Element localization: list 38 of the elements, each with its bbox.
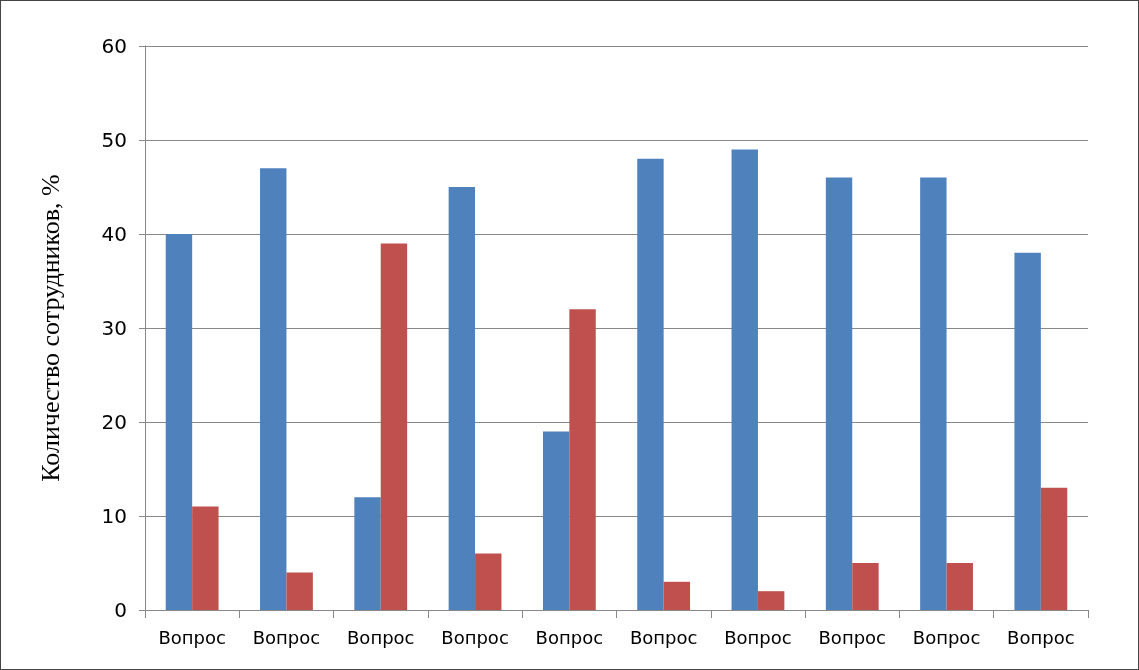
bar — [569, 309, 596, 610]
x-tick-label: Вопрос — [158, 626, 226, 648]
x-tick-label: Вопрос — [1007, 626, 1075, 648]
x-tick-label: Вопрос — [535, 626, 604, 648]
bar — [192, 506, 219, 610]
bar — [663, 581, 691, 610]
y-tick-label: 10 — [101, 504, 127, 528]
bar — [757, 591, 785, 610]
y-tick-label: 0 — [114, 598, 127, 622]
y-tick-label: 20 — [101, 410, 127, 434]
x-tick-label: Вопрос — [724, 626, 792, 648]
bar — [731, 149, 758, 610]
bar — [165, 234, 193, 610]
y-tick-label: 60 — [101, 34, 127, 58]
y-tick-label: 50 — [101, 128, 127, 152]
x-tick-label: Вопрос — [818, 626, 886, 648]
x-tick-label: Вопрос — [629, 626, 698, 648]
x-tick-label: Вопрос — [441, 626, 509, 648]
bar — [637, 158, 664, 610]
bar — [852, 563, 879, 610]
bar — [825, 177, 853, 610]
bar — [946, 563, 973, 610]
bar — [1014, 252, 1041, 610]
x-tick-label: Вопрос — [347, 626, 415, 648]
bar — [1040, 487, 1068, 610]
bar — [354, 497, 381, 610]
bar — [920, 177, 947, 610]
bar — [448, 187, 476, 610]
bar — [380, 243, 408, 610]
y-tick-label: 30 — [101, 316, 127, 340]
x-tick-label: Вопрос — [912, 626, 981, 648]
y-axis-title: Количество сотрудников, % — [35, 174, 65, 482]
bar — [542, 431, 570, 610]
bar — [286, 572, 313, 610]
bar — [260, 168, 287, 610]
y-tick-label: 40 — [101, 222, 127, 246]
x-tick-label: Вопрос — [252, 626, 321, 648]
bar — [475, 553, 502, 610]
